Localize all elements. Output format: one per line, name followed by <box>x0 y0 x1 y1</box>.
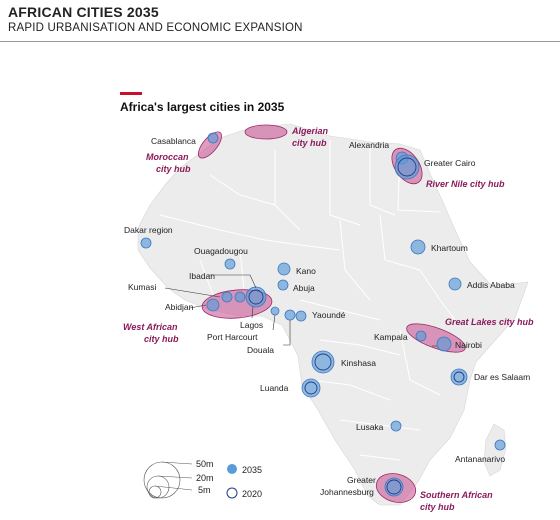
accent-bar <box>120 92 142 95</box>
label-johannesburg: Johannesburg <box>320 487 374 497</box>
label-kampala: Kampala <box>374 332 408 342</box>
legend-label-2020: 2020 <box>242 489 262 499</box>
label-kumasi: Kumasi <box>128 282 156 292</box>
hub-label-great-lakes: Great Lakes city hub <box>445 317 534 327</box>
yaounde-bubble <box>295 310 307 322</box>
label-port-harcourt: Port Harcourt <box>207 332 258 342</box>
ouagadougou-bubble <box>224 258 236 270</box>
hub-label-river-nile: River Nile city hub <box>426 179 505 189</box>
label-alexandria: Alexandria <box>349 140 389 150</box>
legend: 50m 20m 5m 2035 2020 <box>143 459 262 499</box>
hub-label-southern-african-sub: city hub <box>420 502 455 512</box>
label-greater: Greater <box>347 475 376 485</box>
hub-label-southern-african: Southern African <box>420 490 493 500</box>
hub-label-west-african-sub: city hub <box>144 334 179 344</box>
label-ibadan: Ibadan <box>189 271 215 281</box>
khartoum-bubble <box>410 239 426 255</box>
page-subtitle: RAPID URBANISATION AND ECONOMIC EXPANSIO… <box>8 22 303 34</box>
hub-labels: Algerian city hub Moroccan city hub Rive… <box>123 126 534 512</box>
label-ouagadougou: Ouagadougou <box>194 246 248 256</box>
city-bubbles-2020 <box>248 157 465 495</box>
label-nairobi: Nairobi <box>455 340 482 350</box>
label-khartoum: Khartoum <box>431 243 468 253</box>
abuja-bubble <box>277 279 289 291</box>
legend-label-2035: 2035 <box>242 465 262 475</box>
page-title: AFRICAN CITIES 2035 <box>8 4 159 20</box>
label-antananarivo: Antananarivo <box>455 454 505 464</box>
legend-label-5m: 5m <box>198 485 211 495</box>
legend-size-circles <box>143 461 193 499</box>
ibadan-bubble <box>234 291 246 303</box>
johannesburg-bubble <box>384 477 404 497</box>
leader-lines <box>164 274 437 347</box>
algerian-hub-area <box>244 124 288 140</box>
legend-circle-5m <box>148 485 162 499</box>
legend-2020-swatch <box>226 487 238 499</box>
douala-bubble <box>284 309 296 321</box>
abidjan-bubble <box>206 298 220 312</box>
hub-label-algerian-sub: city hub <box>292 138 327 148</box>
greater-cairo-2020-ring <box>397 157 417 177</box>
dakar-bubble <box>140 237 152 249</box>
legend-2035-swatch <box>227 464 237 474</box>
casablanca-bubble <box>207 132 219 144</box>
label-greater-cairo: Greater Cairo <box>424 158 476 168</box>
label-yaounde: Yaoundé <box>312 310 346 320</box>
addis-ababa-bubble <box>448 277 462 291</box>
label-kinshasa: Kinshasa <box>341 358 376 368</box>
label-lusaka: Lusaka <box>356 422 384 432</box>
label-abuja: Abuja <box>293 283 315 293</box>
hub-label-moroccan-sub: city hub <box>156 164 191 174</box>
label-douala: Douala <box>247 345 274 355</box>
city-labels: Casablanca Alexandria Greater Cairo Daka… <box>124 136 530 497</box>
kinshasa-2020-ring <box>314 353 332 371</box>
hub-label-west-african: West African <box>123 322 178 332</box>
nairobi-bubble <box>436 336 452 352</box>
header: AFRICAN CITIES 2035 RAPID URBANISATION A… <box>0 0 560 44</box>
port-harcourt-bubble <box>270 306 280 316</box>
legend-label-50m: 50m <box>196 459 214 469</box>
label-lagos: Lagos <box>240 320 263 330</box>
kano-bubble <box>277 262 291 276</box>
kumasi-bubble <box>221 291 233 303</box>
map-title: Africa's largest cities in 2035 <box>120 100 285 114</box>
hub-label-algerian: Algerian <box>291 126 329 136</box>
luanda-2020-ring <box>304 381 318 395</box>
label-dar-es-salaam: Dar es Salaam <box>474 372 530 382</box>
madagascar-island <box>483 423 507 477</box>
legend-label-20m: 20m <box>196 473 214 483</box>
label-abidjan: Abidjan <box>165 302 194 312</box>
greater-cairo-bubble <box>394 154 420 180</box>
johannesburg-2020-ring <box>386 479 402 495</box>
kampala-bubble <box>415 330 427 342</box>
header-divider <box>0 41 560 42</box>
label-addis-ababa: Addis Ababa <box>467 280 515 290</box>
lusaka-bubble <box>390 420 402 432</box>
label-luanda: Luanda <box>260 383 289 393</box>
lagos-2020-ring <box>248 289 264 305</box>
antananarivo-bubble <box>494 439 506 451</box>
dar-es-salaam-bubble <box>450 368 468 386</box>
label-kano: Kano <box>296 266 316 276</box>
hub-label-moroccan: Moroccan <box>146 152 189 162</box>
label-casablanca: Casablanca <box>151 136 196 146</box>
dar-es-salaam-2020-ring <box>453 371 465 383</box>
label-dakar-region: Dakar region <box>124 225 173 235</box>
